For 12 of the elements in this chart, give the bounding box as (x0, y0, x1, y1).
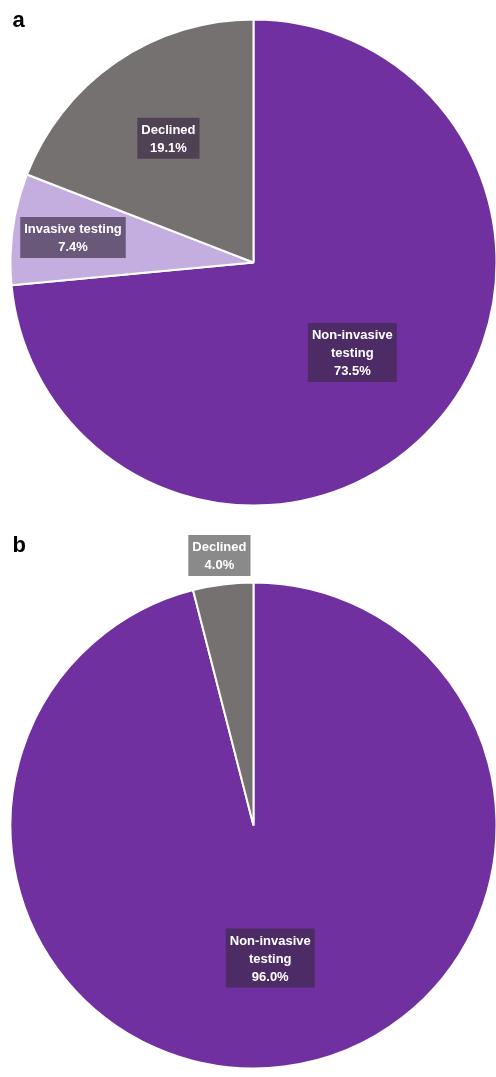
data-label: 7.4% (58, 238, 89, 254)
chart-title: b (12, 531, 26, 557)
slice-label: Non-invasive testing (229, 932, 311, 966)
chart-title: a (12, 6, 26, 32)
data-label: 73.5% (333, 362, 372, 378)
data-label: 4.0% (204, 556, 235, 572)
slice-label: Declined (192, 538, 247, 554)
data-label: 96.0% (251, 968, 290, 984)
slice-label: Invasive testing (24, 220, 122, 236)
data-label: 19.1% (150, 139, 188, 155)
slice-label: Declined (141, 121, 196, 137)
slice-label: Non-invasive testing (311, 326, 393, 360)
